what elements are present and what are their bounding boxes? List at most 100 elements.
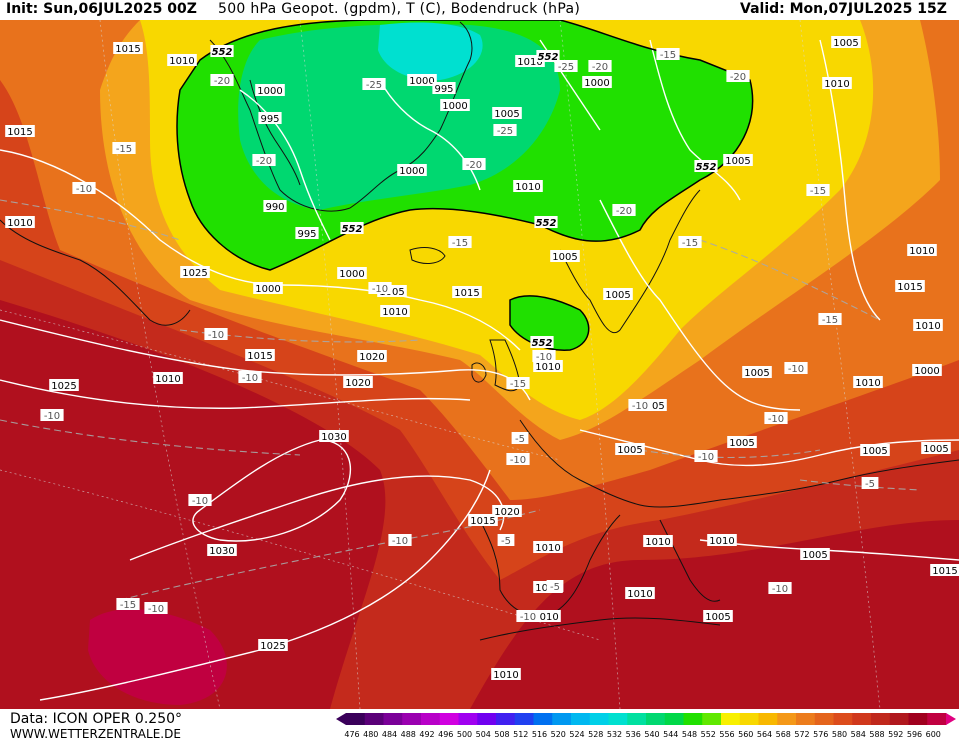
pressure-label: 1015 (245, 349, 275, 362)
pressure-label: 1010 (643, 535, 673, 548)
scale-swatch (608, 713, 628, 725)
pressure-label: 1015 (468, 514, 498, 527)
svg-text:-5: -5 (515, 434, 525, 445)
svg-text:1010: 1010 (915, 321, 940, 332)
scale-tick-label: 540 (644, 730, 659, 739)
temperature-label: -20 (462, 158, 486, 171)
svg-text:-10: -10 (148, 604, 164, 615)
scale-swatch (533, 713, 553, 725)
svg-text:995: 995 (260, 114, 279, 125)
pressure-label: 1005 (492, 107, 522, 120)
header-bar: Init: Sun,06JUL2025 00Z 500 hPa Geopot. … (0, 0, 959, 20)
temperature-label: -20 (252, 154, 276, 167)
temperature-label: -10 (532, 350, 556, 363)
svg-text:1005: 1005 (725, 156, 750, 167)
svg-text:1005: 1005 (744, 368, 769, 379)
svg-text:1010: 1010 (7, 218, 32, 229)
temperature-label: -10 (506, 453, 530, 466)
pressure-label: 1030 (319, 430, 349, 443)
scale-tick-label: 576 (813, 730, 828, 739)
scale-swatch (796, 713, 816, 725)
svg-text:1015: 1015 (897, 282, 922, 293)
coast-canada (0, 219, 191, 326)
scale-tick-label: 508 (494, 730, 509, 739)
temperature-label: -10 (768, 582, 792, 595)
pressure-label: 1015 (895, 280, 925, 293)
field-magenta (88, 609, 227, 705)
svg-text:-20: -20 (466, 160, 482, 171)
svg-text:1015: 1015 (7, 127, 32, 138)
weather-map: 1015 1010 1000 995 1000 995 1000 1005 1010 1000 10… (0, 20, 959, 709)
scale-tick-label: 592 (888, 730, 903, 739)
svg-text:-20: -20 (730, 72, 746, 83)
svg-text:1000: 1000 (584, 78, 609, 89)
pressure-label: 1005 (727, 436, 757, 449)
svg-text:-5: -5 (550, 582, 560, 593)
scale-arrow-left (336, 713, 346, 725)
svg-text:-10: -10 (208, 330, 224, 341)
scale-tick-label: 544 (663, 730, 678, 739)
scale-tick-label: 536 (626, 730, 641, 739)
temperature-labels: -20 -25 -20 -15 -20 -25 -15 -10 -20 -25 -15 -20 -20 -… (40, 48, 879, 623)
scale-swatch (383, 713, 403, 725)
pressure-label: 1005 (921, 442, 951, 455)
svg-text:1015: 1015 (932, 566, 957, 577)
svg-text:1030: 1030 (209, 546, 234, 557)
scale-swatch (402, 713, 422, 725)
svg-text:1010: 1010 (824, 79, 849, 90)
geopotential-label: 552 (536, 50, 560, 63)
scale-tick-label: 500 (457, 730, 472, 739)
svg-text:1000: 1000 (255, 284, 280, 295)
temperature-label: -10 (784, 362, 808, 375)
scale-swatch (833, 713, 853, 725)
geopotential-label: 552 (340, 222, 364, 235)
svg-text:990: 990 (265, 202, 284, 213)
scale-tick-label: 504 (476, 730, 491, 739)
scale-tick-label: 492 (419, 730, 434, 739)
svg-text:1005: 1005 (729, 438, 754, 449)
pressure-label: 1005 (603, 288, 633, 301)
scale-swatch (814, 713, 834, 725)
scale-swatch (646, 713, 666, 725)
svg-text:552: 552 (342, 224, 363, 235)
temperature-label: -25 (493, 124, 517, 137)
data-source: Data: ICON OPER 0.250° (10, 711, 183, 727)
geopotential-label: 552 (694, 160, 718, 173)
svg-text:1020: 1020 (345, 378, 370, 389)
svg-text:1005: 1005 (379, 287, 404, 298)
scale-swatch (739, 713, 759, 725)
svg-text:-15: -15 (660, 50, 676, 61)
pressure-label: 1000 (255, 84, 285, 97)
svg-text:995: 995 (297, 229, 316, 240)
svg-text:-10: -10 (536, 352, 552, 363)
scale-swatch (421, 713, 441, 725)
geopotential-552-line (176, 20, 754, 351)
scale-swatch (458, 713, 478, 725)
scale-tick-label: 556 (719, 730, 734, 739)
temperature-label: -10 (40, 409, 64, 422)
temperature-label: -10 (144, 602, 168, 615)
svg-text:1005: 1005 (639, 401, 664, 412)
svg-text:1005: 1005 (705, 612, 730, 623)
pressure-label: 1025 (180, 266, 210, 279)
svg-text:552: 552 (536, 218, 557, 229)
svg-text:-10: -10 (44, 411, 60, 422)
temperature-label: -15 (112, 142, 136, 155)
svg-text:552: 552 (538, 52, 559, 63)
svg-text:1005: 1005 (862, 446, 887, 457)
scale-swatch (589, 713, 609, 725)
svg-text:1000: 1000 (257, 86, 282, 97)
scale-swatch (777, 713, 797, 725)
pressure-label: 1010 (707, 534, 737, 547)
pressure-label: 1000 (912, 364, 942, 377)
coast-africa (479, 617, 721, 641)
scale-swatch (552, 713, 572, 725)
temperature-label: -5 (511, 432, 529, 445)
temperature-label: -10 (628, 399, 652, 412)
svg-text:-10: -10 (242, 373, 258, 384)
svg-text:1015: 1015 (115, 44, 140, 55)
pressure-label: 1025 (49, 379, 79, 392)
svg-text:-10: -10 (392, 536, 408, 547)
pressure-label: 1010 (153, 372, 183, 385)
